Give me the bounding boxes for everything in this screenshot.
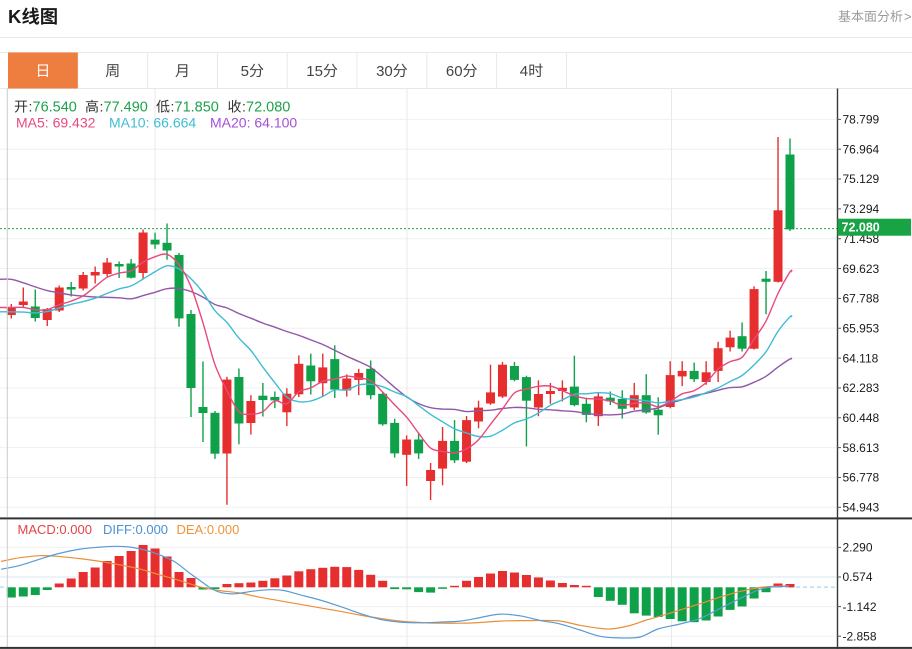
svg-text:58.613: 58.613 xyxy=(843,441,880,455)
svg-text:MA20: 64.100: MA20: 64.100 xyxy=(210,115,297,131)
svg-text:72.080: 72.080 xyxy=(246,100,290,116)
svg-text:4: 4 xyxy=(520,63,528,80)
svg-text::: : xyxy=(29,99,33,115)
svg-text:K: K xyxy=(8,6,22,27)
svg-text:DEA:0.000: DEA:0.000 xyxy=(177,522,240,537)
svg-text:5: 5 xyxy=(241,63,249,80)
svg-text:78.799: 78.799 xyxy=(843,113,880,127)
svg-text:0: 0 xyxy=(384,63,392,80)
svg-text:0: 0 xyxy=(454,63,462,80)
svg-text:60.448: 60.448 xyxy=(843,411,880,425)
svg-text::: : xyxy=(100,99,104,115)
svg-text:3: 3 xyxy=(376,63,384,80)
svg-text:65.953: 65.953 xyxy=(843,322,880,336)
svg-text::: : xyxy=(242,99,246,115)
svg-text:67.788: 67.788 xyxy=(843,292,880,306)
svg-text:-1.142: -1.142 xyxy=(843,600,877,614)
svg-text:1: 1 xyxy=(306,63,314,80)
svg-text:0.574: 0.574 xyxy=(843,570,873,584)
svg-text:6: 6 xyxy=(446,63,454,80)
svg-text:62.283: 62.283 xyxy=(843,381,880,395)
svg-text:75.129: 75.129 xyxy=(843,172,880,186)
svg-text:54.943: 54.943 xyxy=(843,501,880,515)
svg-text:77.490: 77.490 xyxy=(104,100,148,116)
svg-text:MA5: 69.432: MA5: 69.432 xyxy=(16,115,96,131)
svg-text:DIFF:0.000: DIFF:0.000 xyxy=(103,522,168,537)
svg-text:-2.858: -2.858 xyxy=(843,629,877,643)
svg-text:72.080: 72.080 xyxy=(842,221,880,235)
svg-text:69.623: 69.623 xyxy=(843,262,880,276)
svg-text:76.964: 76.964 xyxy=(843,142,880,156)
svg-text:73.294: 73.294 xyxy=(843,202,880,216)
svg-text:76.540: 76.540 xyxy=(33,100,77,116)
svg-text::: : xyxy=(171,99,175,115)
svg-text:5: 5 xyxy=(315,63,323,80)
svg-text:2.290: 2.290 xyxy=(843,541,873,555)
svg-text:MACD:0.000: MACD:0.000 xyxy=(18,522,92,537)
svg-text:64.118: 64.118 xyxy=(843,351,879,365)
svg-text:56.778: 56.778 xyxy=(843,471,880,485)
svg-text:MA10: 66.664: MA10: 66.664 xyxy=(109,115,196,131)
svg-text:>: > xyxy=(904,9,912,24)
svg-text:71.850: 71.850 xyxy=(175,100,219,116)
